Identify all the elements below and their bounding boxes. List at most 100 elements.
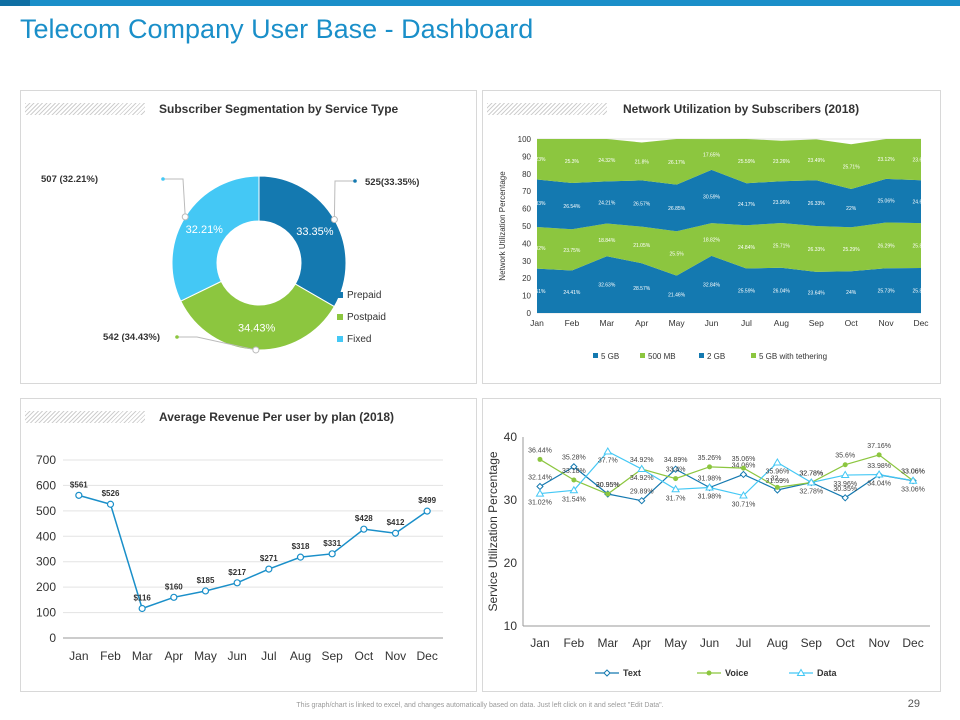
data-point: [671, 484, 680, 493]
area-data-label: 26.04%: [773, 288, 791, 294]
text-point: [671, 465, 680, 473]
y-tick-label: 30: [522, 257, 531, 266]
x-tick-label: Dec: [416, 649, 437, 663]
area-data-label: 26.57%: [633, 202, 651, 208]
revenue-point: [423, 507, 431, 515]
chart-service-utilization: 10 20 30 40 Service Utilization Percentage 32…: [486, 430, 930, 678]
service-data-label: 32.78%: [799, 470, 823, 477]
service-data-label: 31.98%: [698, 494, 722, 501]
revenue-data-label: $499: [418, 496, 436, 505]
y-tick-label: 60: [522, 205, 531, 214]
legend-label: Data: [817, 668, 838, 678]
area-data-label: 25.06%: [878, 199, 896, 205]
y-tick-label: 300: [36, 555, 56, 569]
area-data-label: 24.64%: [913, 200, 931, 206]
voice-point: [876, 452, 882, 458]
voice-point: [707, 464, 713, 470]
y-tick-label: 0: [527, 309, 532, 318]
text-point: [536, 482, 544, 491]
service-data-label: 37.7%: [598, 457, 618, 464]
revenue-point: [201, 587, 210, 595]
pie-leader-line: [333, 180, 355, 220]
service-data-label: 34.92%: [630, 457, 654, 464]
x-tick-label: Feb: [564, 636, 585, 650]
x-tick-label: Oct: [845, 318, 859, 328]
service-data-label: 32.78%: [799, 488, 823, 495]
data-point: [569, 485, 579, 494]
panel-subscriber-segmentation: Subscriber Segmentation by Service Type …: [20, 90, 477, 384]
pie-callout-label: 507 (32.21%): [41, 174, 98, 185]
area-data-label: 23.75%: [563, 248, 581, 254]
data-point: [908, 476, 918, 484]
area-data-label: 26.54%: [563, 204, 581, 210]
revenue-data-label: $160: [165, 582, 183, 591]
revenue-point: [391, 529, 400, 537]
legend-swatch-postpaid: [337, 314, 343, 320]
y-tick-label: 10: [522, 292, 531, 301]
area-data-label: 26.85%: [668, 206, 686, 212]
x-tick-label: Jan: [530, 318, 544, 328]
revenue-point: [170, 593, 178, 601]
chart-title-revenue: Average Revenue Per user by plan (2018): [159, 410, 394, 424]
revenue-data-label: $331: [323, 539, 341, 548]
x-tick-label: Jul: [261, 649, 276, 663]
chart-network-utilization: 0 10 20 30 40 50 60 70 80 90 100 25.51% 24.41% 32.63%…: [498, 135, 931, 361]
y-axis-title: Service Utilization Percentage: [486, 451, 500, 611]
area-data-label: 23.64%: [808, 290, 826, 296]
service-data-label: 31.02%: [528, 500, 552, 507]
x-tick-label: Nov: [879, 318, 895, 328]
service-data-label: 30.95%: [596, 482, 620, 489]
y-tick-label: 100: [36, 606, 56, 620]
revenue-line: [78, 494, 428, 610]
chart-title-segmentation: Subscriber Segmentation by Service Type: [159, 102, 399, 116]
area-data-label: 25.71%: [773, 243, 791, 249]
data-point: [705, 483, 714, 491]
x-tick-label: Jun: [227, 649, 246, 663]
area-data-label: 23.66%: [913, 158, 931, 164]
x-tick-label: Sep: [801, 636, 823, 650]
revenue-data-label: $561: [70, 480, 88, 489]
legend-label: 2 GB: [707, 352, 725, 361]
x-tick-label: Sep: [809, 318, 824, 328]
area-data-label: 25.29%: [843, 247, 861, 253]
area-data-label: 25.3%: [565, 159, 580, 165]
service-data-label: 35.06%: [732, 456, 756, 463]
panel-service-utilization: 10 20 30 40 Service Utilization Percentage 32…: [482, 398, 941, 692]
area-data-label: 23.96%: [773, 200, 791, 206]
text-point: [841, 494, 849, 502]
area-data-label: 25.51%: [529, 289, 547, 295]
pie-percent-label: 32.21%: [186, 224, 224, 236]
legend-marker: [796, 668, 806, 676]
x-tick-label: Jan: [69, 649, 88, 663]
voice-point: [774, 484, 780, 490]
service-data-label: 33.18%: [562, 468, 586, 475]
pie-leader-line: [163, 178, 186, 217]
y-tick-label: 30: [504, 493, 518, 507]
voice-point: [571, 477, 577, 483]
x-tick-label: Apr: [635, 318, 648, 328]
pie-leader-line: [177, 336, 256, 351]
service-data-label: 31.54%: [562, 496, 586, 503]
x-tick-label: Sep: [321, 649, 343, 663]
legend-swatch-prepaid: [337, 292, 343, 298]
service-data-label: 30.71%: [732, 502, 756, 509]
area-data-label: 18.82%: [703, 237, 721, 243]
x-tick-label: Oct: [836, 636, 855, 650]
service-line-data: [539, 450, 914, 497]
y-tick-label: 500: [36, 504, 56, 518]
hatch-decoration: [487, 103, 607, 115]
revenue-data-label: $526: [102, 489, 120, 498]
chart-title-network: Network Utilization by Subscribers (2018…: [623, 102, 860, 116]
x-tick-label: Jul: [741, 318, 752, 328]
service-data-label: 30.35%: [833, 486, 857, 493]
x-tick-label: Nov: [868, 636, 889, 650]
revenue-point: [296, 553, 305, 561]
voice-point: [537, 456, 543, 462]
area-data-label: 28.57%: [633, 286, 651, 292]
revenue-point: [265, 565, 273, 573]
legend-label: 5 GB: [601, 352, 619, 361]
legend-swatch-fixed: [337, 336, 343, 342]
area-data-label: 25.84%: [913, 244, 931, 250]
area-data-label: 23.49%: [808, 158, 826, 164]
x-tick-label: Apr: [632, 636, 651, 650]
